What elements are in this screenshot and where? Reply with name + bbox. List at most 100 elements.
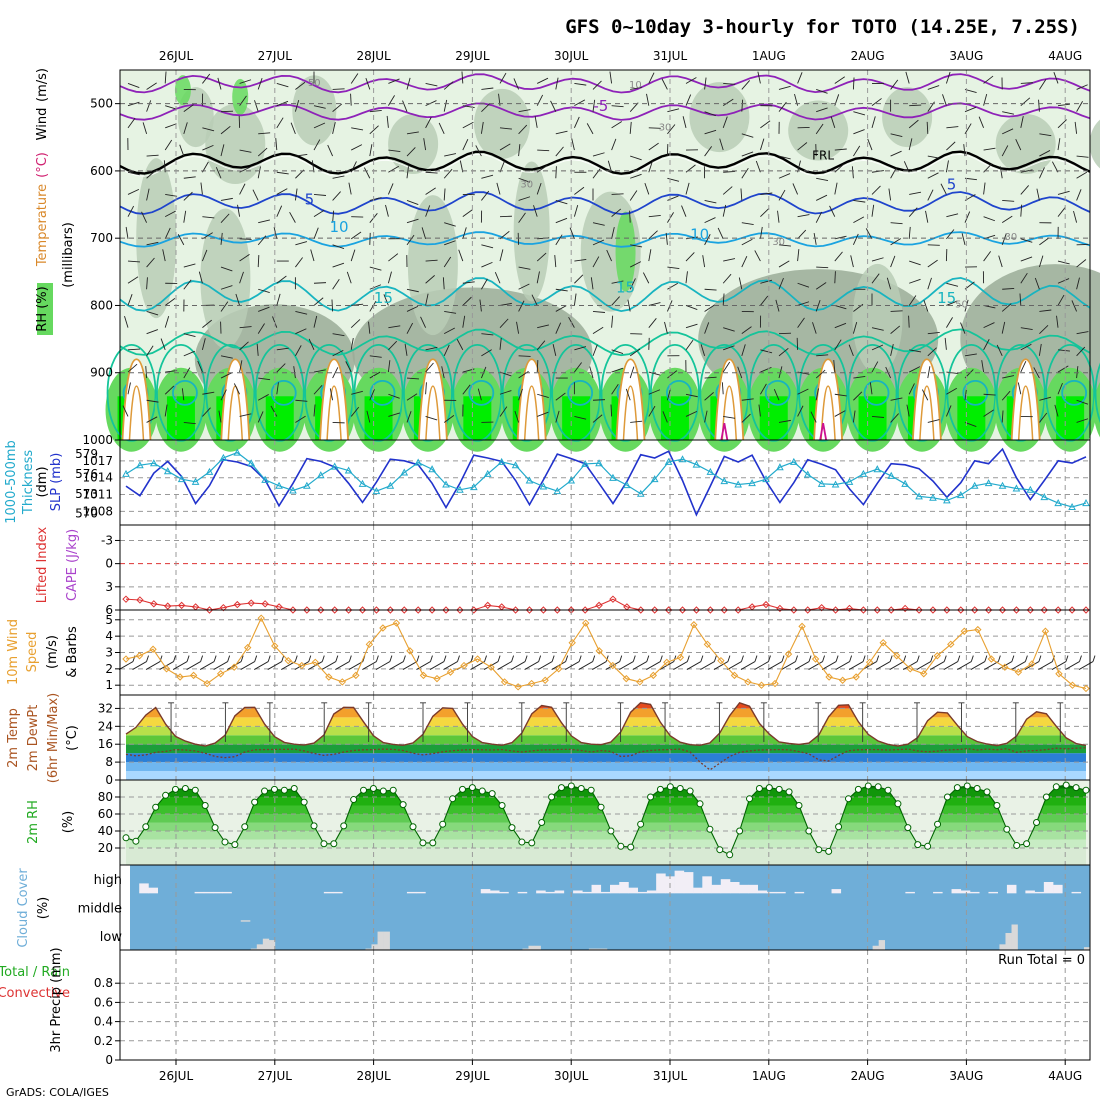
wind-barb xyxy=(406,218,419,224)
rh-marker xyxy=(360,786,368,794)
rh-marker xyxy=(458,785,466,793)
wind-barb xyxy=(1002,128,1014,135)
wind-barb xyxy=(164,210,177,218)
thickness-marker xyxy=(511,461,520,469)
wind-barb xyxy=(609,71,613,84)
wind-barb xyxy=(125,226,129,239)
thickness-marker xyxy=(845,477,854,485)
wind-speed-marker xyxy=(1001,663,1009,671)
wind-barb xyxy=(926,121,929,134)
isotherm-line xyxy=(119,328,1091,357)
rh-marker xyxy=(409,823,417,831)
rh-band xyxy=(126,839,1086,848)
wind-barb xyxy=(1039,396,1052,401)
isotherm-line xyxy=(119,276,1091,313)
day-label-top: 2AUG xyxy=(851,49,885,63)
wind-barb xyxy=(387,183,394,195)
temp-contour xyxy=(819,423,828,441)
contour-label: 5 xyxy=(947,176,957,194)
thickness-marker xyxy=(623,481,631,489)
thickness-marker xyxy=(247,459,256,467)
wind-speed-marker xyxy=(352,671,360,680)
lifted-index-marker xyxy=(595,601,603,610)
wind-barb xyxy=(760,192,773,195)
contour-label: 30 xyxy=(659,123,672,134)
wind-barb xyxy=(760,295,769,306)
isotherm-line xyxy=(119,102,1091,121)
wind-barb xyxy=(165,105,177,110)
wind-barb xyxy=(425,362,434,373)
wind-barb xyxy=(816,354,829,357)
precip-tick-label: 0.4 xyxy=(94,1015,113,1029)
wind-barb xyxy=(425,187,436,195)
wind-barb xyxy=(908,226,911,239)
thickness-marker xyxy=(163,467,172,475)
wind-barb xyxy=(518,388,523,401)
wind-barb xyxy=(551,655,555,662)
wind-barb xyxy=(524,661,539,670)
wind-barb xyxy=(295,345,302,357)
wind-barb xyxy=(1002,200,1015,202)
thickness-marker xyxy=(497,457,506,465)
wind-barb xyxy=(1038,167,1045,179)
wind-barb xyxy=(673,661,688,670)
humidity-blob xyxy=(513,161,550,302)
wind-barb xyxy=(853,129,865,135)
wind-barb xyxy=(239,326,252,329)
wind-barb xyxy=(518,355,531,357)
wind-barb xyxy=(555,305,567,312)
temp-contour xyxy=(714,358,745,441)
thickness-marker xyxy=(1040,493,1049,501)
wind-barb xyxy=(648,230,658,240)
wind-barb xyxy=(927,259,938,268)
lifted-index-marker xyxy=(984,606,993,614)
wind-barb xyxy=(290,122,296,135)
temp-contour xyxy=(820,385,836,441)
wind-barb xyxy=(767,661,783,670)
thickness-tick-label: 576 xyxy=(75,467,98,481)
wind-speed-marker xyxy=(987,655,996,663)
wind-barb xyxy=(423,138,427,151)
temp-contour xyxy=(622,385,639,441)
rh-marker xyxy=(122,834,130,842)
lifted-index-marker xyxy=(720,606,728,614)
pressure-tick-label: 800 xyxy=(90,298,113,312)
wind-barb xyxy=(369,109,382,113)
temp-axis-label: 2m Temp xyxy=(6,708,21,768)
wind-barb xyxy=(443,661,458,670)
rh-marker xyxy=(488,790,496,798)
wind-barb xyxy=(200,655,204,662)
wind-barb xyxy=(220,301,229,312)
contour-label: 50 xyxy=(308,78,321,89)
wind-barb xyxy=(813,232,817,245)
wind-barb xyxy=(797,249,800,262)
wind-barb xyxy=(629,278,636,290)
wind-barb xyxy=(313,139,321,151)
wind-barb xyxy=(350,249,356,262)
wind-barb xyxy=(815,282,827,290)
lifted-index-marker xyxy=(358,606,367,614)
cloud-bar xyxy=(1006,884,1017,894)
day-label-top: 1AUG xyxy=(752,49,786,63)
wind-barb xyxy=(704,217,716,224)
wind-barb xyxy=(667,124,676,135)
wind-barb xyxy=(462,121,474,129)
temp-band xyxy=(126,726,1086,736)
temp-tick-label: 0 xyxy=(105,773,113,787)
wind-barb xyxy=(685,271,688,284)
thickness-marker xyxy=(483,469,492,477)
wind-barb xyxy=(146,311,159,316)
wind-barb xyxy=(237,204,241,217)
lifted-index-marker xyxy=(581,606,589,614)
wind-barb xyxy=(1039,150,1051,157)
lifted-index-marker xyxy=(873,606,882,614)
temp-band xyxy=(126,771,1086,780)
wind-barb xyxy=(1020,256,1033,262)
wind-barb xyxy=(406,77,411,90)
wind-barb xyxy=(332,191,341,201)
lifted-index-marker xyxy=(692,606,701,614)
temp-contour xyxy=(615,358,646,441)
wind-barb xyxy=(578,655,582,662)
temp-contour xyxy=(106,344,157,442)
wind-barb xyxy=(797,160,801,173)
